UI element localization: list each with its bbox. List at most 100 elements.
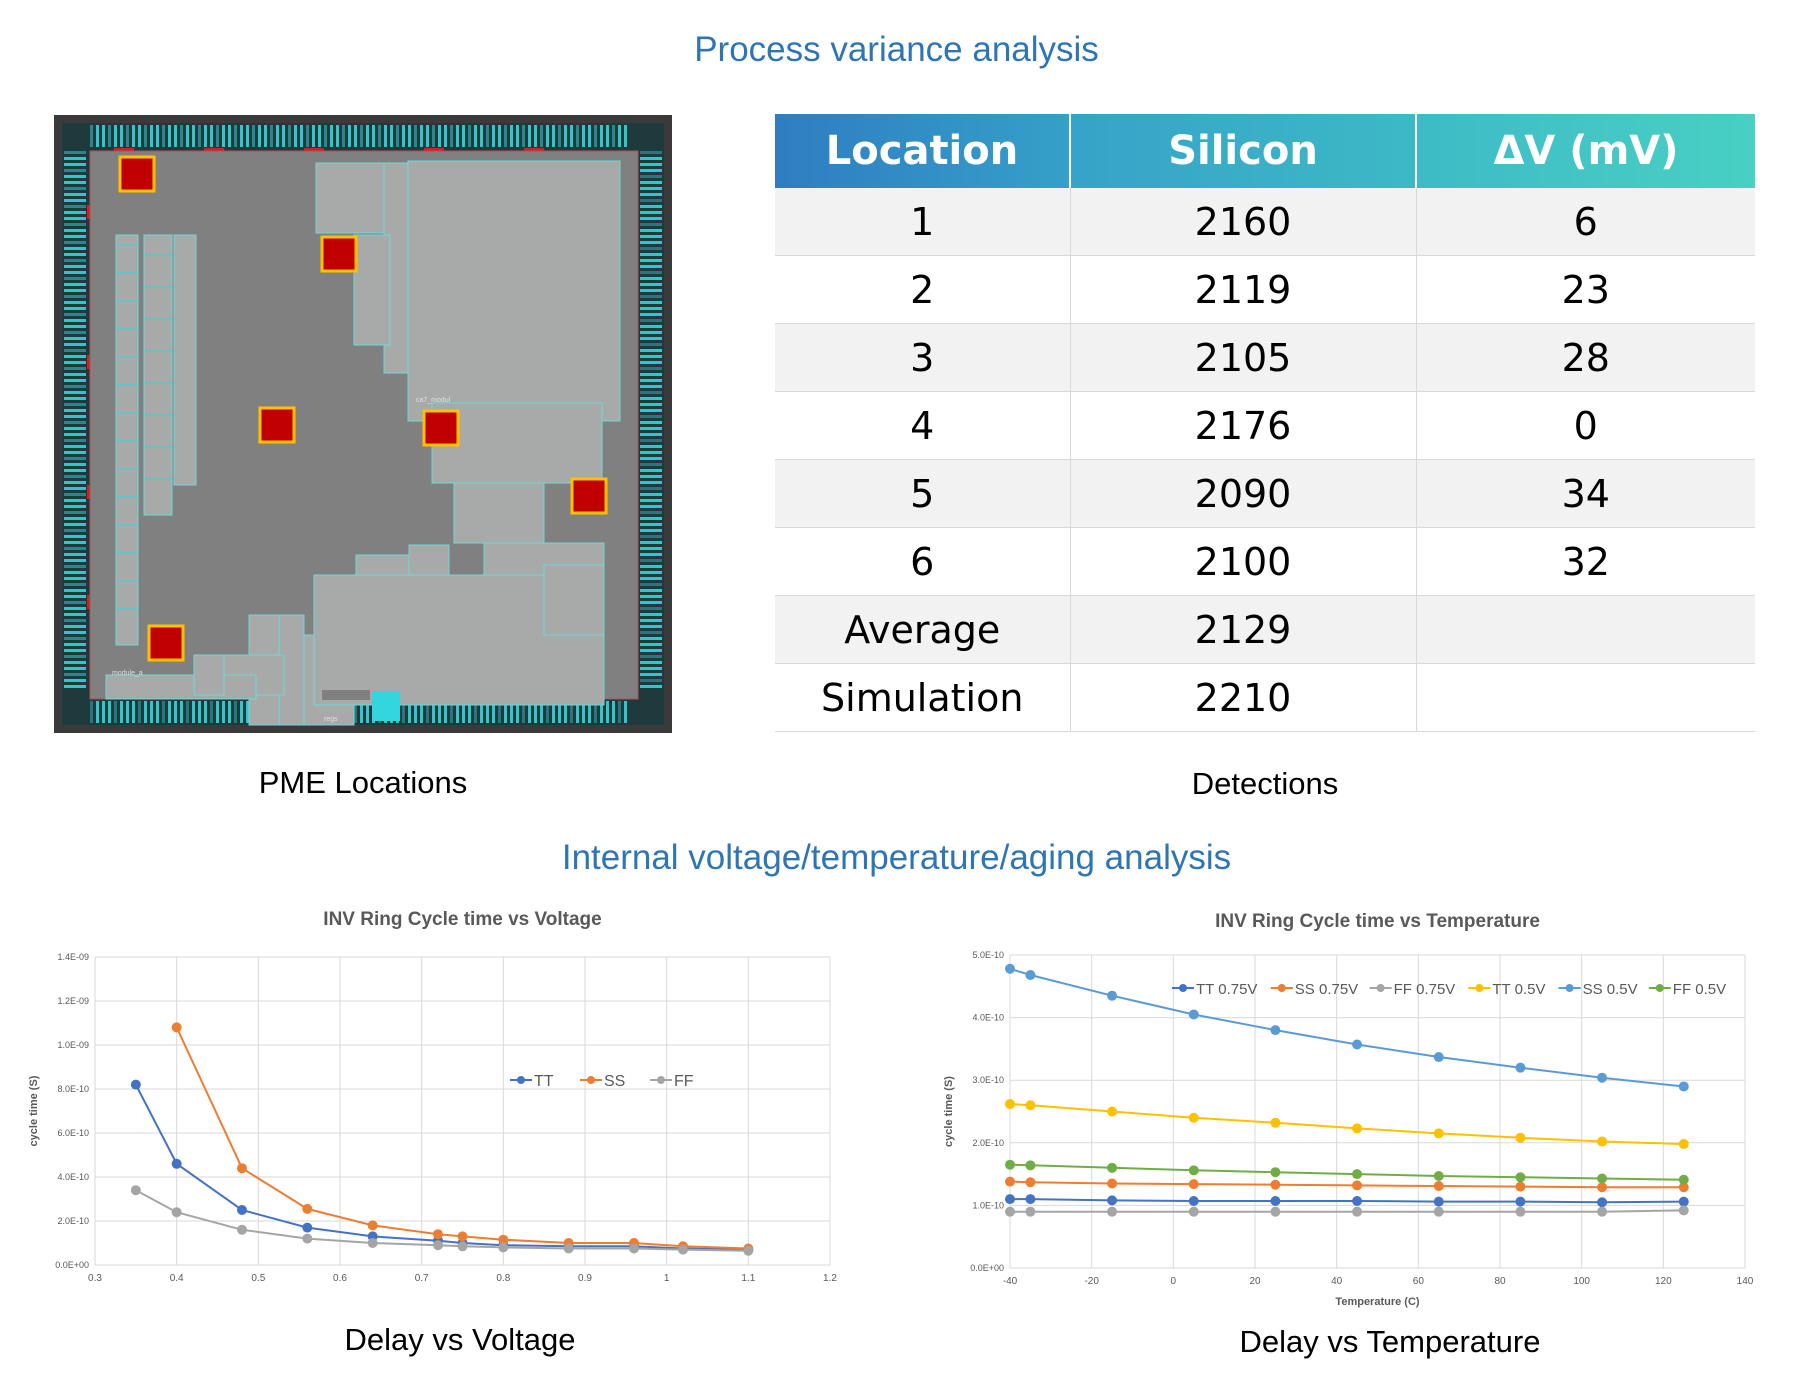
io-pad bbox=[640, 151, 662, 154]
data-point bbox=[237, 1224, 247, 1235]
io-pad bbox=[64, 571, 86, 574]
io-pad bbox=[640, 205, 662, 208]
io-pad bbox=[64, 163, 86, 166]
io-pad bbox=[640, 607, 662, 610]
data-point bbox=[1188, 1165, 1199, 1176]
chip-label: ca7_modul bbox=[416, 397, 451, 404]
io-pad bbox=[640, 679, 662, 682]
data-point bbox=[1352, 1169, 1363, 1180]
table-row: Simulation 2210 bbox=[775, 663, 1755, 732]
io-pad bbox=[64, 265, 86, 268]
data-point bbox=[1005, 1176, 1015, 1187]
data-point bbox=[302, 1233, 313, 1244]
io-pad bbox=[640, 469, 662, 472]
io-pad bbox=[64, 199, 86, 202]
io-pad bbox=[462, 701, 465, 723]
io-pad bbox=[138, 125, 141, 147]
y-tick-label: 2.0E-10 bbox=[972, 1138, 1004, 1148]
io-pad bbox=[564, 125, 567, 147]
io-pad bbox=[640, 331, 662, 334]
io-pad bbox=[90, 125, 93, 147]
io-pad bbox=[582, 701, 585, 723]
io-pad bbox=[408, 701, 411, 723]
io-pad bbox=[522, 701, 525, 723]
io-pad bbox=[640, 415, 662, 418]
io-pad bbox=[486, 125, 489, 147]
chart-title: INV Ring Cycle time vs Temperature bbox=[1215, 911, 1540, 932]
y-tick-label: 1.0E-10 bbox=[972, 1200, 1004, 1210]
table-row: 4 2176 0 bbox=[775, 391, 1755, 460]
io-pad bbox=[336, 125, 339, 147]
data-point bbox=[1005, 1098, 1015, 1109]
io-pad bbox=[510, 125, 513, 147]
io-pad bbox=[64, 337, 86, 340]
io-pad bbox=[640, 337, 662, 340]
io-pad bbox=[640, 253, 662, 256]
data-point bbox=[1678, 1205, 1689, 1216]
data-point bbox=[1597, 1136, 1608, 1147]
io-pad bbox=[624, 701, 627, 723]
series-line-tt-0-5v bbox=[1009, 1103, 1684, 1146]
io-pad bbox=[64, 409, 86, 412]
data-point bbox=[171, 1022, 182, 1033]
y-tick-label: 3.0E-10 bbox=[972, 1075, 1004, 1085]
io-pad bbox=[640, 193, 662, 196]
io-pad bbox=[64, 283, 86, 286]
legend-entry: FF 0.75V bbox=[1394, 981, 1456, 998]
io-pad bbox=[640, 661, 662, 664]
io-pad bbox=[480, 701, 483, 723]
io-pad bbox=[264, 125, 267, 147]
pme-locations-caption: PME Locations bbox=[258, 765, 468, 800]
io-pad bbox=[204, 701, 207, 723]
io-pad bbox=[64, 343, 86, 346]
data-point bbox=[1107, 1106, 1118, 1117]
data-point bbox=[457, 1241, 468, 1252]
io-pad bbox=[640, 307, 662, 310]
legend-marker bbox=[1179, 984, 1187, 992]
io-pad bbox=[64, 577, 86, 580]
legend-entry: FF 0.5V bbox=[1673, 981, 1726, 998]
io-pad bbox=[64, 649, 86, 652]
io-pad bbox=[640, 571, 662, 574]
data-point bbox=[1188, 1009, 1199, 1020]
io-pad bbox=[64, 673, 86, 676]
io-pad bbox=[108, 701, 111, 723]
legend-entry: SS 0.5V bbox=[1583, 981, 1638, 998]
io-pad bbox=[64, 547, 86, 550]
data-point bbox=[1433, 1128, 1444, 1139]
legend-marker bbox=[1655, 984, 1664, 992]
data-point bbox=[498, 1242, 509, 1253]
delay-temperature-caption: Delay vs Temperature bbox=[1239, 1324, 1541, 1359]
io-pad bbox=[570, 701, 573, 723]
data-point bbox=[1515, 1132, 1526, 1143]
io-pad bbox=[210, 125, 213, 147]
legend-marker bbox=[1277, 984, 1286, 992]
io-pad bbox=[64, 511, 86, 514]
cell-delta-v: 34 bbox=[1416, 459, 1755, 528]
chip-block bbox=[315, 162, 387, 234]
io-pad bbox=[546, 125, 549, 147]
io-pad bbox=[640, 517, 662, 520]
series-line-ff-0-5v bbox=[1009, 1163, 1684, 1181]
io-pad bbox=[64, 223, 86, 226]
cell-silicon: 2176 bbox=[1070, 391, 1417, 460]
io-pad bbox=[640, 409, 662, 412]
io-pad bbox=[570, 125, 573, 147]
io-pad bbox=[640, 565, 662, 568]
io-pad bbox=[640, 313, 662, 316]
io-pad bbox=[504, 701, 507, 723]
io-pad bbox=[402, 701, 405, 723]
io-pad bbox=[640, 181, 662, 184]
io-pad bbox=[594, 125, 597, 147]
chip-block bbox=[115, 234, 139, 646]
header-silicon: Silicon bbox=[1070, 114, 1417, 188]
y-tick-label: 1.0E-09 bbox=[57, 1040, 89, 1050]
data-point bbox=[433, 1240, 443, 1251]
data-point bbox=[1597, 1197, 1608, 1208]
io-pad bbox=[640, 355, 662, 358]
cell-silicon: 2100 bbox=[1070, 527, 1417, 596]
io-pad bbox=[640, 361, 662, 364]
io-pad bbox=[216, 701, 219, 723]
io-pad bbox=[640, 277, 662, 280]
io-pad bbox=[640, 289, 662, 292]
